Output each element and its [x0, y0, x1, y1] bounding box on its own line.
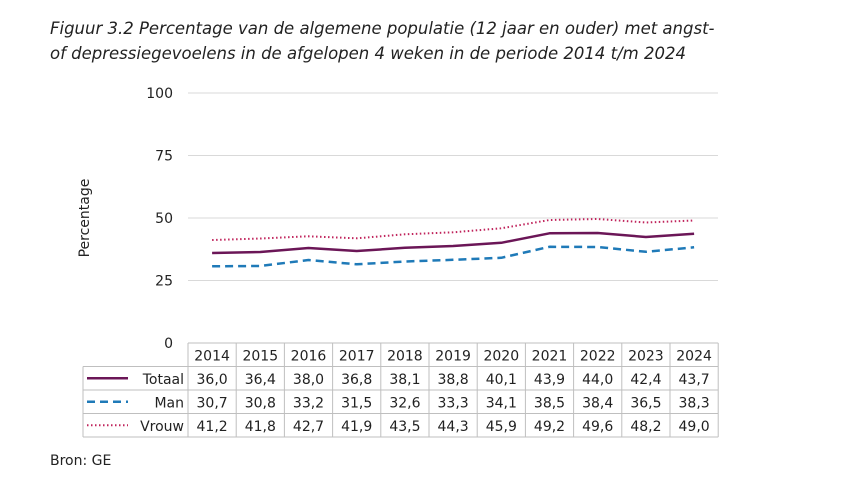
legend-label-man: Man: [154, 396, 184, 412]
data-label-totaal: 43,7: [679, 372, 710, 388]
x-category-label: 2023: [628, 349, 664, 365]
data-label-totaal: 40,1: [486, 372, 517, 388]
series-line-vrouw: [212, 218, 695, 241]
data-label-totaal: 38,0: [293, 372, 324, 388]
x-category-label: 2021: [532, 349, 568, 365]
x-category-label: 2020: [483, 349, 519, 365]
data-label-man: 38,4: [582, 396, 613, 412]
data-label-totaal: 38,1: [389, 372, 420, 388]
data-label-totaal: 44,0: [582, 372, 613, 388]
data-label-vrouw: 44,3: [438, 419, 469, 435]
data-label-totaal: 36,8: [341, 372, 372, 388]
data-label-vrouw: 49,6: [582, 419, 613, 435]
x-category-label: 2014: [194, 349, 230, 365]
x-category-label: 2017: [339, 349, 375, 365]
legend-label-totaal: Totaal: [142, 372, 184, 388]
x-category-label: 2019: [435, 349, 471, 365]
data-label-vrouw: 41,8: [245, 419, 276, 435]
data-label-man: 33,3: [438, 396, 469, 412]
data-label-man: 31,5: [341, 396, 372, 412]
data-label-vrouw: 45,9: [486, 419, 517, 435]
data-label-vrouw: 49,0: [679, 419, 710, 435]
data-label-vrouw: 41,2: [197, 419, 228, 435]
data-label-totaal: 36,4: [245, 372, 276, 388]
chart-title: Figuur 3.2 Percentage van de algemene po…: [50, 16, 840, 66]
data-label-totaal: 42,4: [630, 372, 661, 388]
chart-title-line-2: of depressiegevoelens in de afgelopen 4 …: [50, 44, 686, 63]
data-label-vrouw: 41,9: [341, 419, 372, 435]
data-label-man: 34,1: [486, 396, 517, 412]
data-label-totaal: 36,0: [197, 372, 228, 388]
data-label-totaal: 38,8: [438, 372, 469, 388]
y-tick-label: 25: [155, 274, 173, 290]
x-category-label: 2015: [242, 349, 278, 365]
data-label-man: 38,3: [679, 396, 710, 412]
data-label-vrouw: 49,2: [534, 419, 565, 435]
series-line-man: [212, 245, 695, 268]
legend-label-vrouw: Vrouw: [140, 419, 184, 435]
x-category-label: 2016: [291, 349, 327, 365]
data-label-man: 33,2: [293, 396, 324, 412]
y-tick-label: 50: [155, 211, 173, 227]
data-label-totaal: 43,9: [534, 372, 565, 388]
source-note: Bron: GE: [50, 453, 112, 469]
x-category-label: 2024: [676, 349, 712, 365]
y-tick-label: 75: [155, 149, 173, 165]
data-label-vrouw: 42,7: [293, 419, 324, 435]
y-tick-label: 0: [164, 336, 173, 352]
data-label-man: 38,5: [534, 396, 565, 412]
data-label-vrouw: 43,5: [389, 419, 420, 435]
series-line-totaal: [212, 231, 695, 255]
data-label-man: 32,6: [389, 396, 420, 412]
data-label-vrouw: 48,2: [630, 419, 661, 435]
y-tick-label: 100: [146, 86, 173, 102]
x-category-label: 2018: [387, 349, 423, 365]
x-category-label: 2022: [580, 349, 616, 365]
data-label-man: 30,7: [197, 396, 228, 412]
data-label-man: 36,5: [630, 396, 661, 412]
data-label-man: 30,8: [245, 396, 276, 412]
y-axis-label: Percentage: [77, 179, 93, 258]
chart-title-line-1: Figuur 3.2 Percentage van de algemene po…: [50, 19, 715, 38]
